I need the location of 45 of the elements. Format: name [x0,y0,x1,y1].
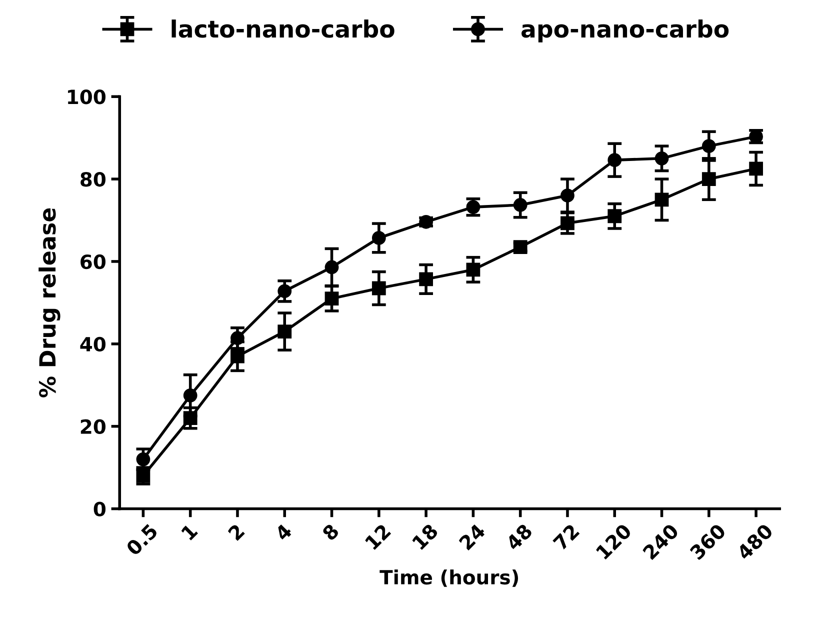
point [278,284,292,298]
x-axis-title: Time (hours) [380,570,518,587]
point [702,172,716,186]
point [324,292,339,306]
point [230,349,244,364]
point [608,209,622,224]
x-tick-label: 4 [274,523,293,542]
x-tick-label: 0.5 [125,523,158,556]
point [466,200,480,214]
point [654,192,669,207]
point [324,260,339,274]
point [702,139,716,154]
point [183,411,198,426]
point [372,231,386,245]
point [749,162,763,176]
legend-label: lacto-nano-carbo [172,20,394,38]
x-tick-label: 48 [504,523,534,552]
point [230,331,244,346]
point [136,452,150,466]
x-tick-label: 1 [180,523,198,540]
point [278,324,292,338]
x-tick-label: 24 [458,522,486,550]
point [513,240,528,254]
y-tick-label: 60 [80,254,106,270]
x-tick-label: 8 [321,523,340,542]
point [560,216,574,230]
point [608,153,622,168]
point [560,188,574,202]
y-tick-label: 0 [94,502,106,516]
y-tick-label: 100 [68,90,106,104]
y-tick-label: 40 [80,336,106,352]
x-tick-label: 72 [552,523,580,551]
point [654,151,669,166]
x-tick-label: 12 [364,523,392,550]
y-tick-label: 80 [80,172,106,187]
y-tick-label: 20 [80,419,106,434]
x-tick-label: 2 [227,523,245,541]
x-tick-label: 18 [412,523,439,550]
y-axis-title: % Drug release [38,208,60,398]
legend-label: apo-nano-carbo [522,20,729,42]
point [372,281,386,296]
point [466,262,480,277]
point [513,198,528,212]
point [183,388,198,402]
point [419,272,433,286]
